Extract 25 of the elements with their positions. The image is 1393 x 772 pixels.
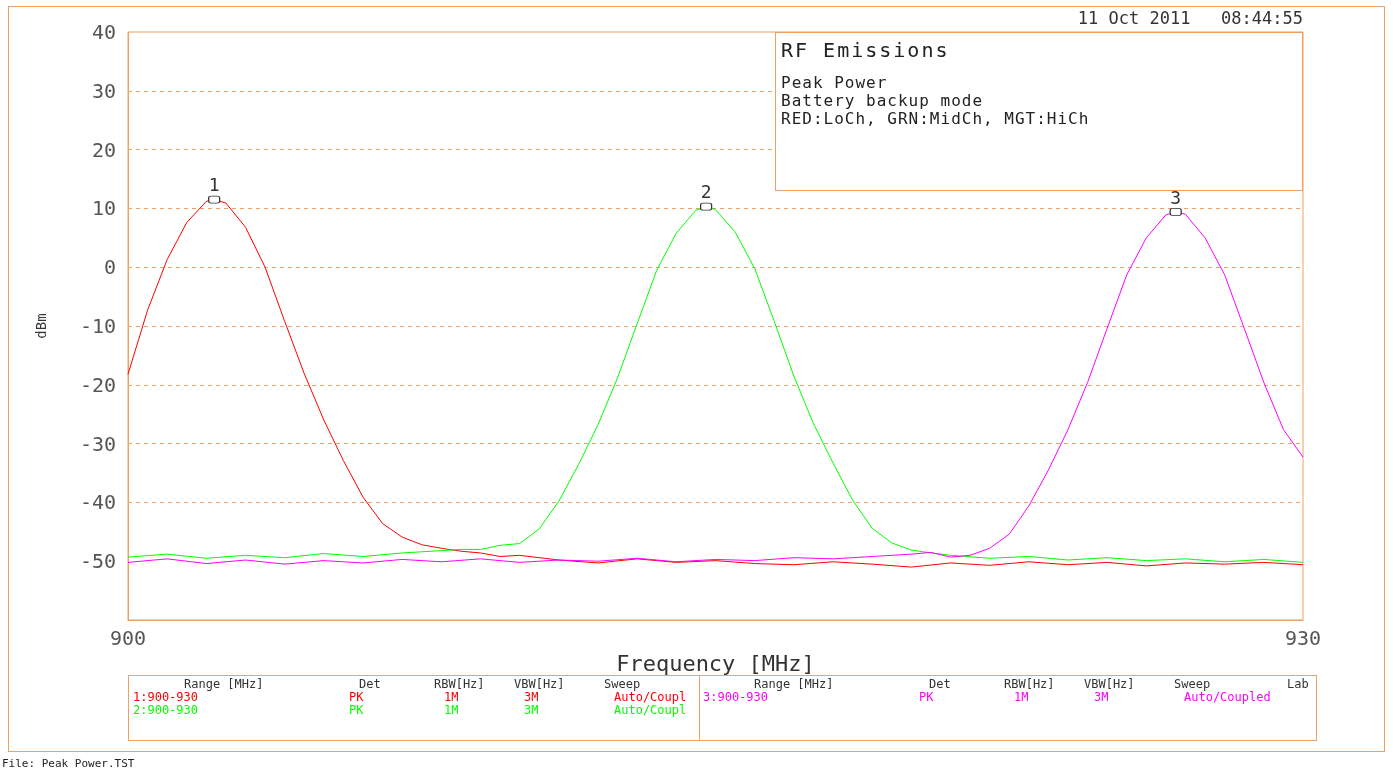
y-tick-label: -40	[79, 490, 116, 515]
annotation: Battery backup mode	[781, 91, 984, 110]
y-axis-title: dBm	[33, 313, 49, 339]
text: 11 Oct 2011 08:44:55	[1077, 8, 1303, 28]
y-tick-label: 0	[103, 255, 116, 280]
annotation: RED:LoCh, GRN:MidCh, MGT:HiCh	[781, 109, 1090, 128]
chart-title: RF Emissions	[781, 38, 950, 62]
x-axis-title: Frequency [MHz]	[616, 651, 815, 677]
x-tick-label: 900	[109, 626, 147, 650]
text: File: Peak Power.TST	[2, 757, 135, 770]
annotation: 1	[208, 174, 220, 196]
settings-table: Range [MHz] Det RBW[Hz] VBW[Hz] Sweep 1:900-930 PK 1M 3M Auto/Coupl 2:900-930 PK 1M 3M Auto/Coupl Range [MHz] Det RBW[Hz] VBW[Hz] Sweep Lab 3:900-930 PK 1M 3M Auto/Coupled	[128, 675, 1317, 741]
y-tick-label: 40	[91, 20, 116, 44]
annotation: 2	[700, 181, 712, 203]
y-tick-label: 30	[91, 78, 116, 103]
y-tick-label: -10	[79, 314, 116, 338]
annotation: 3	[1170, 186, 1182, 208]
y-tick-label: -30	[79, 431, 116, 456]
y-tick-label: -20	[79, 372, 116, 397]
annotation: Peak Power	[781, 73, 888, 92]
y-tick-label: 10	[91, 196, 116, 221]
x-tick-label: 930	[1284, 626, 1322, 650]
y-tick-label: -50	[79, 549, 116, 574]
y-tick-label: 20	[91, 137, 116, 162]
legend-title: Range [MHz]	[184, 677, 264, 691]
